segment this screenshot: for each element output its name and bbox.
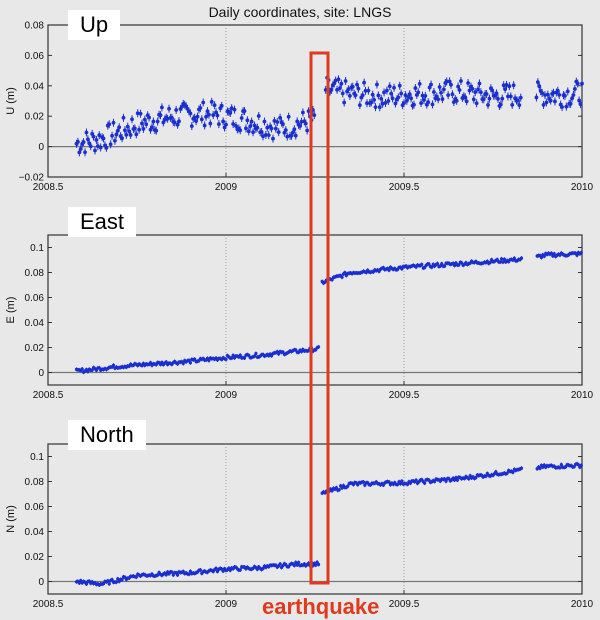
panel-north: 0.1 0.08 0.06 0.04 0.02 0 2008.5 2009 2009.5 2010… <box>5 443 594 610</box>
svg-text:0: 0 <box>38 368 44 379</box>
svg-text:0: 0 <box>38 142 44 153</box>
svg-text:0.1: 0.1 <box>30 243 44 254</box>
svg-text:2008.5: 2008.5 <box>33 599 64 610</box>
svg-text:2009: 2009 <box>215 599 238 610</box>
svg-text:0.06: 0.06 <box>25 502 45 513</box>
svg-text:2009.5: 2009.5 <box>389 182 420 193</box>
svg-text:0.04: 0.04 <box>25 81 45 92</box>
svg-text:2009.5: 2009.5 <box>389 599 420 610</box>
svg-text:U (m): U (m) <box>5 87 17 115</box>
svg-text:2009: 2009 <box>215 182 238 193</box>
svg-text:0.02: 0.02 <box>25 112 45 123</box>
panel-label-east: East <box>68 207 137 237</box>
svg-text:0.02: 0.02 <box>25 343 45 354</box>
svg-text:0.06: 0.06 <box>25 51 45 62</box>
earthquake-label: earthquake <box>262 594 380 619</box>
svg-text:−0.02: −0.02 <box>19 173 45 184</box>
svg-text:2010: 2010 <box>571 182 594 193</box>
svg-text:0.04: 0.04 <box>25 527 45 538</box>
svg-text:0.02: 0.02 <box>25 552 45 563</box>
earthquake-highlight-box <box>309 51 330 585</box>
svg-text:2009.5: 2009.5 <box>389 390 420 401</box>
svg-text:0.1: 0.1 <box>30 452 44 463</box>
svg-text:0.06: 0.06 <box>25 293 45 304</box>
svg-text:2009: 2009 <box>215 390 238 401</box>
svg-text:0.08: 0.08 <box>25 21 45 32</box>
svg-text:0: 0 <box>38 577 44 588</box>
svg-text:2010: 2010 <box>571 599 594 610</box>
svg-text:2008.5: 2008.5 <box>33 390 64 401</box>
svg-text:2008.5: 2008.5 <box>33 182 64 193</box>
panel-east: 0.1 0.08 0.06 0.04 0.02 0 2008.5 2009 2009.5 2010… <box>5 234 594 401</box>
svg-text:0.04: 0.04 <box>25 318 45 329</box>
svg-text:0.08: 0.08 <box>25 268 45 279</box>
chart-title: Daily coordinates, site: LNGS <box>208 4 392 20</box>
svg-text:E (m): E (m) <box>5 297 17 324</box>
panel-label-north: North <box>68 420 146 450</box>
svg-text:2010: 2010 <box>571 390 594 401</box>
svg-text:0.08: 0.08 <box>25 477 45 488</box>
svg-text:N (m): N (m) <box>5 505 17 533</box>
panel-label-up: Up <box>68 10 121 40</box>
